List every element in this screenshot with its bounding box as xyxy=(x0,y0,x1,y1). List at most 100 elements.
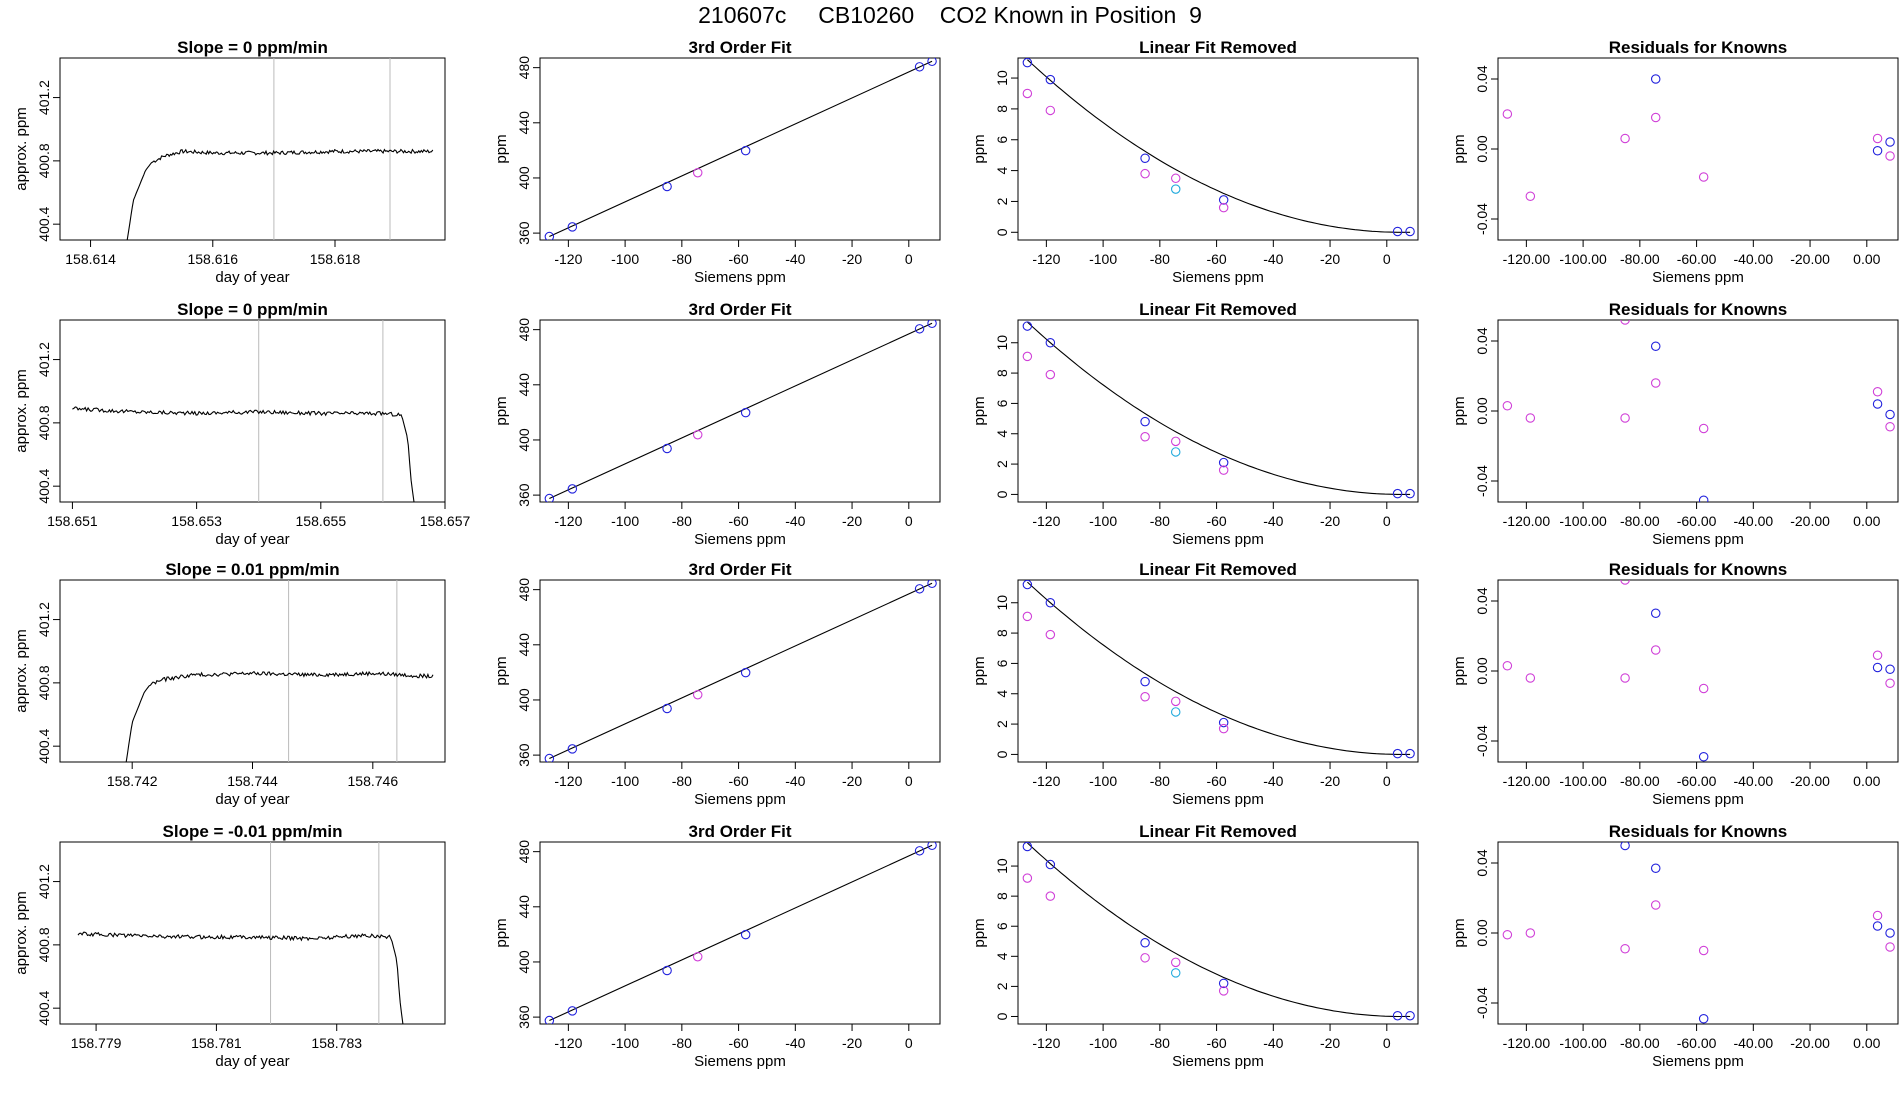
stability-r3-title: Slope = 0.01 ppm/min xyxy=(165,560,339,579)
fit-r2-point xyxy=(662,443,672,454)
fit-r1-xlabel: Siemens ppm xyxy=(694,269,786,286)
linear-removed-r1-point xyxy=(1022,88,1033,99)
residuals-r4-point xyxy=(1698,945,1709,956)
linear-removed-r2-xtick-label: 0 xyxy=(1383,513,1391,529)
linear-removed-r2-point xyxy=(1218,457,1229,468)
linear-removed-r4-xtick-label: -80 xyxy=(1150,1035,1170,1051)
fit-r1-ytick-label: 440 xyxy=(516,111,532,135)
residuals-r3-point xyxy=(1650,608,1661,618)
linear-removed-r1-ytick-label: 10 xyxy=(994,70,1010,86)
stability-r1-frame xyxy=(59,57,446,241)
linear-removed-r4-point xyxy=(1140,938,1150,948)
residuals-r4-xtick-label: 0.00 xyxy=(1853,1035,1880,1051)
stability-r1-ytick-label: 400.4 xyxy=(36,206,52,241)
linear-removed-r4-ylabel: ppm xyxy=(971,918,988,947)
linear-removed-r1-xtick-label: -100 xyxy=(1089,251,1117,267)
fit-r1-point xyxy=(567,222,578,232)
residuals-r3-xlabel: Siemens ppm xyxy=(1652,791,1744,808)
fit-r2-xtick-label: 0 xyxy=(905,513,913,529)
fit-r1-point xyxy=(927,58,937,67)
linear-removed-r2-xtick-label: -60 xyxy=(1206,513,1226,529)
linear-removed-r2-point xyxy=(1140,416,1150,427)
fit-r2-ytick-label: 480 xyxy=(516,318,532,342)
residuals-r3-xtick-label: -20.00 xyxy=(1790,773,1830,789)
residuals-r4-ylabel: ppm xyxy=(1451,918,1468,947)
stability-r1-xtick-label: 158.616 xyxy=(187,251,238,267)
fit-r2-xtick-label: -20 xyxy=(842,513,862,529)
stability-r2-ytick-label: 400.8 xyxy=(36,405,52,440)
fit-r3-point xyxy=(544,753,555,762)
linear-removed-r1-point xyxy=(1140,153,1150,164)
residuals-r1-ytick-label: 0.04 xyxy=(1474,65,1490,92)
residuals-r3-point xyxy=(1698,683,1709,694)
linear-removed-r2-ytick-label: 6 xyxy=(994,399,1010,407)
fit-r1-ytick-label: 480 xyxy=(516,56,532,80)
residuals-r3-ylabel: ppm xyxy=(1451,656,1468,685)
fit-r3-ytick-label: 360 xyxy=(516,743,532,767)
linear-removed-r3-ytick-label: 2 xyxy=(994,720,1010,728)
fit-r4-xtick-label: -40 xyxy=(785,1035,805,1051)
linear-removed-r1-ytick-label: 8 xyxy=(994,105,1010,113)
fit-r4-ylabel: ppm xyxy=(493,918,510,947)
fit-r2-point xyxy=(567,484,578,494)
residuals-r2-point xyxy=(1620,413,1630,423)
stability-r2-ytick-label: 401.2 xyxy=(36,342,52,377)
fit-r1-ytick-label: 400 xyxy=(516,166,532,190)
residuals-r2-xtick-label: -60.00 xyxy=(1677,513,1717,529)
residuals-r4-xtick-label: -100.00 xyxy=(1559,1035,1607,1051)
fit-r3-ytick-label: 440 xyxy=(516,633,532,657)
stability-r4-title: Slope = -0.01 ppm/min xyxy=(163,822,343,841)
fit-r3-point xyxy=(914,584,925,594)
residuals-r3-xtick-label: 0.00 xyxy=(1853,773,1880,789)
residuals-r1-point xyxy=(1502,109,1513,119)
stability-r1-ytick-label: 400.8 xyxy=(36,143,52,178)
residuals-r3-point xyxy=(1620,673,1630,683)
linear-removed-r1-xtick-label: -20 xyxy=(1320,251,1340,267)
fit-r3-xtick-label: -120 xyxy=(554,773,582,789)
linear-removed-r4-ytick-label: 4 xyxy=(994,952,1010,960)
residuals-r2-ytick-label: 0.00 xyxy=(1474,397,1490,424)
residuals-r4-point xyxy=(1502,929,1513,940)
residuals-r4-ytick-label: -0.04 xyxy=(1474,987,1490,1019)
residuals-r3-point xyxy=(1872,650,1883,660)
residuals-r3-ytick-label: -0.04 xyxy=(1474,725,1490,757)
residuals-r4-point xyxy=(1620,842,1630,851)
linear-removed-r1-ylabel: ppm xyxy=(971,134,988,163)
fit-r1-frame xyxy=(539,57,941,241)
linear-removed-r4-ytick-label: 0 xyxy=(994,1012,1010,1020)
residuals-r1-point xyxy=(1650,74,1661,84)
linear-removed-r2-ylabel: ppm xyxy=(971,396,988,425)
fit-r3-xtick-label: -20 xyxy=(842,773,862,789)
residuals-r4-xtick-label: -80.00 xyxy=(1620,1035,1660,1051)
linear-removed-r4-title: Linear Fit Removed xyxy=(1139,822,1297,841)
fit-r1-ytick-label: 360 xyxy=(516,221,532,245)
fit-r2-xtick-label: -100 xyxy=(611,513,639,529)
residuals-r3-xtick-label: -100.00 xyxy=(1559,773,1607,789)
residuals-r4-point xyxy=(1620,943,1630,954)
linear-removed-r2-point xyxy=(1405,488,1415,499)
linear-removed-r2-point xyxy=(1170,436,1181,447)
linear-removed-r4-point xyxy=(1405,1010,1415,1021)
residuals-r1-point xyxy=(1885,137,1895,147)
fit-r1-xtick-label: 0 xyxy=(905,251,913,267)
linear-removed-r3-point xyxy=(1140,692,1150,702)
residuals-r2-xtick-label: -100.00 xyxy=(1559,513,1607,529)
stability-r1-xtick-label: 158.618 xyxy=(310,251,361,267)
linear-removed-r1-point xyxy=(1392,226,1403,237)
fit-r3-point xyxy=(740,667,751,678)
residuals-r4-xlabel: Siemens ppm xyxy=(1652,1053,1744,1070)
linear-removed-r4-ytick-label: 6 xyxy=(994,922,1010,930)
stability-r3-ytick-label: 400.8 xyxy=(36,665,52,700)
fit-r4-xtick-label: -100 xyxy=(611,1035,639,1051)
residuals-r4-ytick-label: 0.04 xyxy=(1474,849,1490,876)
residuals-r4-title: Residuals for Knowns xyxy=(1609,822,1788,841)
fit-r4-ytick-label: 440 xyxy=(516,895,532,919)
fit-r4-point xyxy=(740,929,751,940)
linear-removed-r2-xtick-label: -100 xyxy=(1089,513,1117,529)
residuals-r1-ytick-label: 0.00 xyxy=(1474,135,1490,162)
stability-r4-ytick-label: 401.2 xyxy=(36,864,52,899)
linear-removed-r2-fit-curve xyxy=(1027,321,1411,495)
residuals-r3-ytick-label: 0.00 xyxy=(1474,657,1490,684)
residuals-r3-point xyxy=(1885,664,1895,674)
